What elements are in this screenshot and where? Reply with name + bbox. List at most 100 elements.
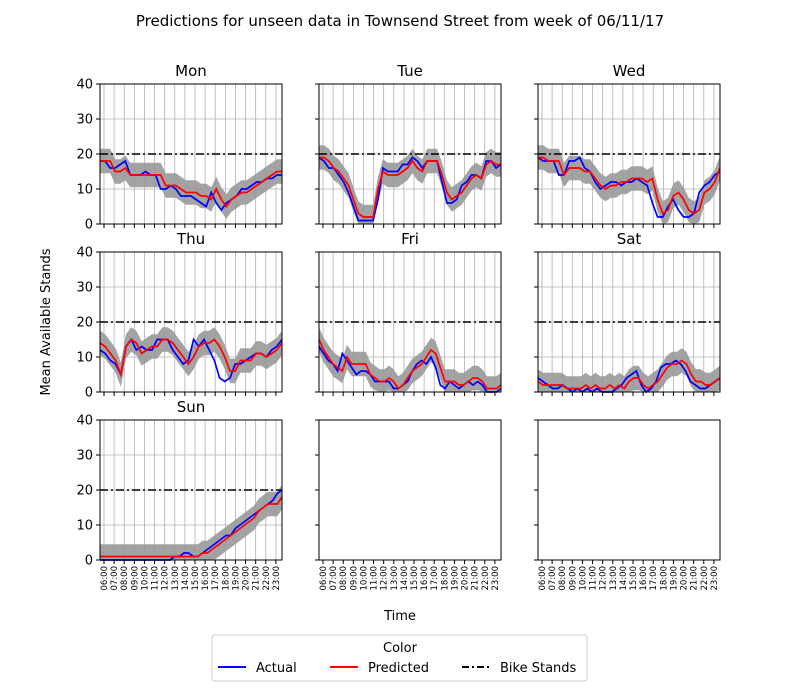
subplot-mon: 0 10 20 30 40 Mon (76, 62, 283, 233)
y-axis-label: Mean Available Stands (39, 248, 54, 395)
x-tick-label: 12:00 (161, 566, 171, 591)
subplot-fri: Fri (315, 230, 502, 396)
predicted-line (537, 359, 721, 390)
x-tick-label: 18:00 (221, 566, 231, 591)
x-tick-label: 18:00 (440, 566, 450, 591)
y-tick-label: 0 (85, 386, 93, 401)
x-tick-label: 10:00 (578, 566, 588, 591)
x-tick-label: 11:00 (151, 566, 161, 591)
predicted-line (318, 339, 502, 390)
subplot-title: Tue (396, 62, 423, 80)
predicted-line (99, 338, 283, 378)
x-tick-label: 20:00 (461, 566, 471, 591)
axes-frame (537, 419, 721, 561)
x-tick-label: 15:00 (191, 566, 201, 591)
subplot-title: Thu (176, 230, 205, 248)
x-tick-label: 10:00 (140, 566, 150, 591)
x-tick-label: 16:00 (201, 566, 211, 591)
subplot-empty-7: 06:00 07:00 08:00 09:00 10:00 11:00 12:00 13:00… (315, 419, 502, 591)
x-tick-label: 15:00 (410, 566, 420, 591)
x-tick-label: 08:00 (339, 566, 349, 591)
predicted-line (100, 496, 283, 558)
prediction-band (319, 145, 501, 224)
x-tick-label: 13:00 (390, 566, 400, 591)
x-tick-label: 21:00 (690, 566, 700, 591)
prediction-band (100, 484, 282, 560)
predicted-line (100, 160, 282, 208)
x-tick-label: 22:00 (700, 566, 710, 591)
prediction-band (100, 327, 282, 387)
x-tick-label: 16:00 (420, 566, 430, 591)
x-tick-label: 07:00 (329, 566, 339, 591)
x-tick-label: 13:00 (609, 566, 619, 591)
x-tick-label: 08:00 (558, 566, 568, 591)
x-tick-label: 14:00 (619, 566, 629, 591)
y-tick-label: 30 (76, 113, 93, 128)
x-tick-label: 07:00 (110, 566, 120, 591)
x-tick-label: 22:00 (481, 566, 491, 591)
y-tick-label: 10 (76, 519, 93, 534)
x-tick-label: 13:00 (171, 566, 181, 591)
x-tick-label: 11:00 (589, 566, 599, 591)
x-tick-label: 18:00 (659, 566, 669, 591)
x-tick-label: 15:00 (629, 566, 639, 591)
x-tick-label: 21:00 (471, 566, 481, 591)
x-tick-label: 10:00 (359, 566, 369, 591)
x-tick-label: 14:00 (181, 566, 191, 591)
x-tick-label: 19:00 (669, 566, 679, 591)
x-tick-label: 17:00 (211, 566, 221, 591)
x-tick-label: 19:00 (231, 566, 241, 591)
actual-line (318, 156, 502, 222)
x-tick-label: 11:00 (370, 566, 380, 591)
predicted-line (319, 156, 501, 218)
prediction-band (319, 327, 501, 392)
x-tick-label: 21:00 (252, 566, 262, 591)
actual-line (318, 346, 502, 393)
y-tick-label: 0 (85, 218, 93, 233)
x-tick-label: 22:00 (262, 566, 272, 591)
y-tick-label: 20 (76, 316, 93, 331)
prediction-band (100, 148, 282, 219)
x-tick-label: 23:00 (491, 566, 501, 591)
x-tick-label: 07:00 (548, 566, 558, 591)
y-tick-label: 10 (76, 351, 93, 366)
subplot-title: Fri (401, 230, 419, 248)
x-tick-label: 17:00 (649, 566, 659, 591)
x-tick-label: 20:00 (680, 566, 690, 591)
x-tick-label: 17:00 (430, 566, 440, 591)
y-tick-label: 20 (76, 484, 93, 499)
x-tick-label: 12:00 (599, 566, 609, 591)
legend: Color Actual Predicted Bike Stands (211, 634, 588, 682)
y-tick-label: 40 (76, 78, 93, 93)
figure-title: Predictions for unseen data in Townsend … (136, 12, 664, 30)
subplot-title: Mon (175, 62, 207, 80)
x-tick-label: 14:00 (400, 566, 410, 591)
x-tick-label: 20:00 (242, 566, 252, 591)
y-tick-label: 10 (76, 183, 93, 198)
x-tick-label: 06:00 (538, 566, 548, 591)
x-tick-label: 19:00 (450, 566, 460, 591)
subplot-wed: Wed (534, 62, 721, 228)
actual-line (537, 156, 721, 218)
x-tick-label: 06:00 (100, 566, 110, 591)
subplot-sat: Sat (534, 230, 721, 396)
x-tick-label: 23:00 (272, 566, 282, 591)
subplot-title: Wed (613, 62, 646, 80)
x-tick-label: 09:00 (130, 566, 140, 591)
subplot-grid: 0 10 20 30 40 Mon Tue Wed 0 10 20 30 40 Thu Fri Sat 0 10 2… (76, 62, 721, 591)
legend-label: Bike Stands (500, 661, 577, 676)
legend-title: Color (383, 641, 418, 656)
subplot-thu: 0 10 20 30 40 Thu (76, 230, 283, 401)
legend-box (211, 634, 588, 682)
x-tick-label: 06:00 (319, 566, 329, 591)
y-tick-label: 40 (76, 246, 93, 261)
x-tick-label: 09:00 (349, 566, 359, 591)
y-tick-label: 30 (76, 449, 93, 464)
subplot-tue: Tue (315, 62, 502, 228)
x-tick-label: 16:00 (639, 566, 649, 591)
legend-label: Actual (256, 661, 297, 676)
x-tick-label: 09:00 (568, 566, 578, 591)
legend-label: Predicted (368, 661, 429, 676)
